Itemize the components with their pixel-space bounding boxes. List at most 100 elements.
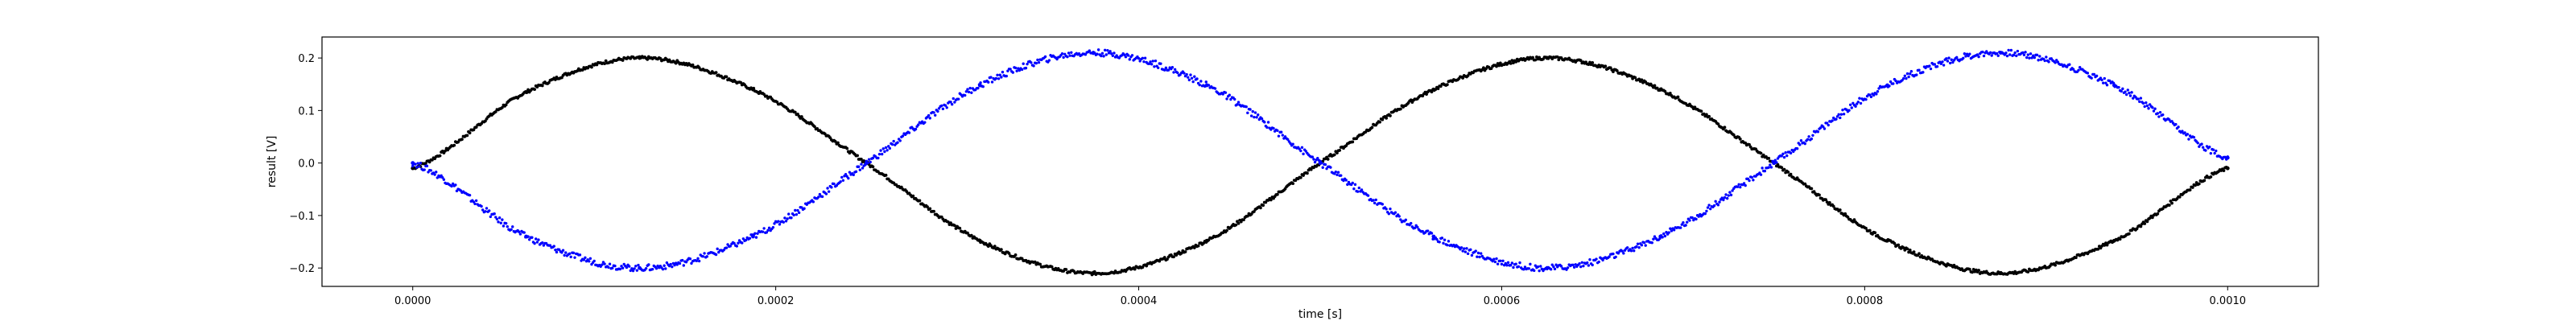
trace-marker	[2126, 88, 2129, 92]
trace-marker	[877, 152, 881, 156]
trace-marker	[1922, 71, 1925, 74]
trace-marker	[1332, 153, 1336, 157]
trace-marker	[481, 208, 485, 212]
trace-marker	[1704, 113, 1708, 117]
trace-marker	[1725, 196, 1729, 200]
trace-marker	[1716, 204, 1720, 207]
trace-marker	[1067, 51, 1071, 55]
trace-marker	[1653, 84, 1657, 88]
trace-marker	[1864, 97, 1868, 101]
trace-marker	[1888, 84, 1891, 88]
y-tick-label: −0.1	[289, 211, 315, 223]
trace-marker	[1951, 60, 1955, 64]
trace-marker	[1894, 79, 1897, 83]
trace-marker	[673, 263, 676, 267]
trace-marker	[866, 161, 869, 165]
trace-marker	[1279, 130, 1283, 134]
trace-marker	[635, 269, 639, 272]
trace-marker	[1103, 48, 1107, 52]
trace-marker	[1825, 121, 1829, 125]
trace-marker	[795, 212, 799, 216]
trace-marker	[2127, 232, 2131, 236]
trace-marker	[1588, 258, 1591, 261]
trace-marker	[499, 221, 502, 224]
trace-marker	[1020, 68, 1024, 72]
trace-marker	[861, 167, 865, 170]
trace-marker	[1550, 263, 1554, 266]
trace-marker	[1875, 93, 1878, 96]
trace-marker	[1352, 187, 1356, 191]
trace-marker	[419, 162, 423, 165]
trace-marker	[484, 210, 487, 213]
trace-marker	[1195, 77, 1199, 80]
trace-marker	[1782, 167, 1786, 171]
trace-marker	[1839, 116, 1842, 120]
trace-marker	[548, 244, 552, 247]
trace-marker	[1822, 125, 1825, 129]
trace-marker	[1142, 60, 1146, 64]
trace-marker	[506, 224, 509, 228]
trace-marker	[1385, 208, 1388, 211]
trace-marker	[1579, 59, 1583, 63]
trace-marker	[1633, 76, 1637, 80]
trace-marker	[2028, 56, 2031, 60]
trace-marker	[1859, 101, 1863, 105]
trace-marker	[2128, 91, 2131, 95]
trace-marker	[1650, 241, 1653, 245]
trace-marker	[1228, 93, 1231, 97]
trace-marker	[1151, 60, 1154, 63]
trace-marker	[1100, 51, 1104, 55]
trace-marker	[1474, 249, 1477, 253]
trace-marker	[1329, 166, 1332, 169]
trace-marker	[952, 97, 955, 101]
trace-marker	[999, 248, 1003, 252]
trace-marker	[1533, 269, 1536, 273]
trace-marker	[1263, 121, 1266, 124]
trace-marker	[871, 156, 875, 160]
trace-marker	[977, 238, 981, 242]
trace-marker	[1495, 257, 1498, 261]
trace-marker	[525, 91, 529, 94]
trace-marker	[1703, 212, 1707, 216]
trace-marker	[1111, 54, 1115, 57]
trace-marker	[2124, 93, 2128, 97]
trace-marker	[1838, 208, 1842, 212]
trace-marker	[1892, 82, 1895, 85]
trace-marker	[2170, 120, 2174, 123]
trace-marker	[1789, 172, 1793, 176]
trace-marker	[620, 265, 623, 268]
trace-marker	[697, 259, 701, 263]
trace-marker	[1430, 90, 1434, 94]
trace-marker	[1907, 75, 1910, 79]
trace-marker	[630, 267, 634, 270]
trace-marker	[1612, 252, 1615, 256]
trace-marker	[1601, 258, 1604, 262]
trace-marker	[1629, 249, 1633, 253]
trace-marker	[1399, 218, 1402, 221]
trace-marker	[1824, 198, 1827, 202]
trace-marker	[1440, 237, 1444, 240]
trace-marker	[1812, 190, 1816, 194]
trace-marker	[2104, 81, 2107, 84]
trace-marker	[474, 199, 478, 203]
trace-marker	[845, 146, 849, 150]
trace-marker	[901, 134, 905, 138]
trace-marker	[964, 93, 967, 97]
trace-marker	[1929, 67, 1933, 71]
trace-marker	[790, 216, 793, 220]
trace-marker	[1565, 268, 1568, 271]
trace-marker	[1257, 113, 1260, 117]
trace-marker	[1225, 97, 1228, 101]
trace-marker	[1669, 227, 1672, 230]
trace-marker	[898, 139, 902, 142]
trace-marker	[2153, 107, 2157, 110]
trace-marker	[1438, 241, 1441, 244]
trace-marker	[1653, 235, 1657, 238]
trace-marker	[627, 265, 631, 268]
trace-marker	[485, 207, 489, 210]
trace-marker	[1950, 58, 1953, 61]
trace-marker	[1784, 151, 1787, 154]
y-tick-label: −0.2	[289, 263, 315, 275]
trace-marker	[830, 186, 833, 189]
